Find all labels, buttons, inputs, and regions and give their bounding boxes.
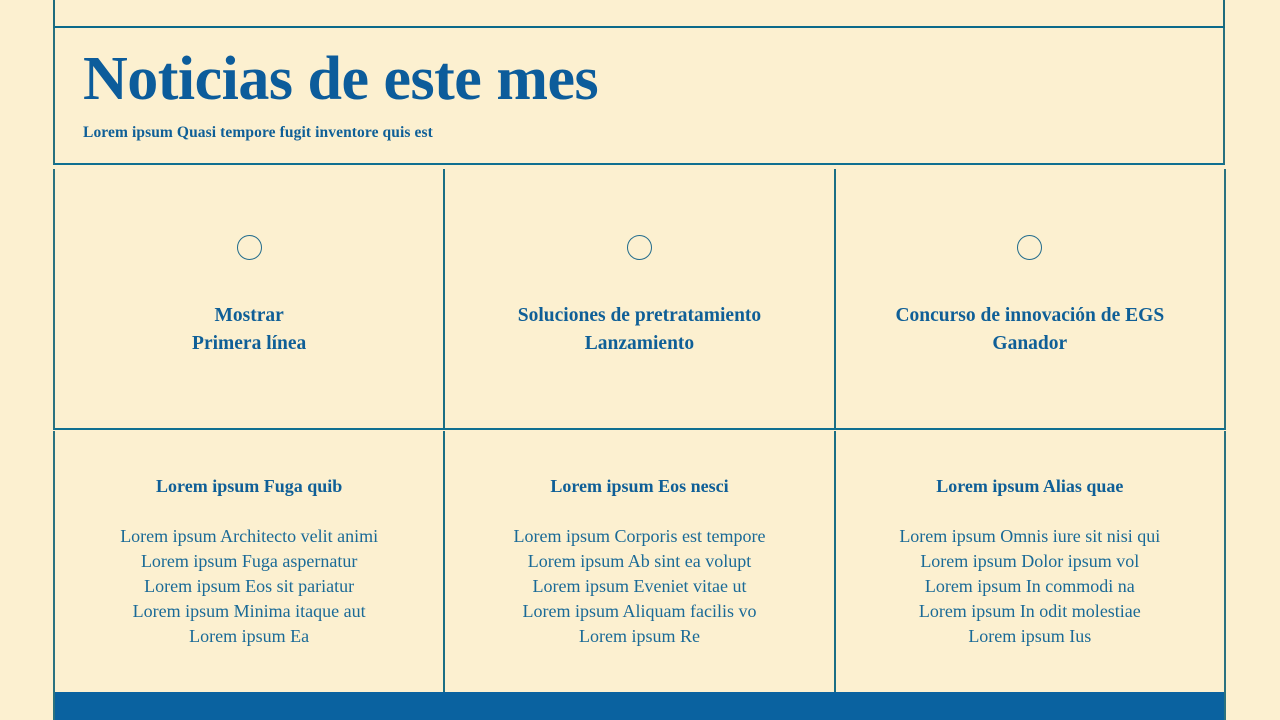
column-body: Lorem ipsum Omnis iure sit nisi qui Lore… [899, 525, 1161, 647]
footer-bar [53, 692, 1226, 720]
circle-icon [1017, 235, 1043, 260]
page-subtitle: Lorem ipsum Quasi tempore fugit inventor… [83, 124, 433, 141]
feature-cards-row: Mostrar Primera línea Soluciones de pret… [53, 169, 1226, 430]
column-body: Lorem ipsum Corporis est tempore Lorem i… [513, 525, 766, 647]
page-title: Noticias de este mes [83, 45, 599, 113]
column-heading: Lorem ipsum Alias quae [936, 476, 1124, 496]
text-column-1: Lorem ipsum Fuga quib Lorem ipsum Archit… [55, 431, 443, 692]
column-body: Lorem ipsum Architecto velit animi Lorem… [120, 525, 379, 647]
circle-icon [626, 235, 652, 260]
column-heading: Lorem ipsum Eos nesci [550, 476, 729, 496]
feature-card-3[interactable]: Concurso de innovación de EGS Ganador [833, 169, 1224, 428]
feature-card-title: Concurso de innovación de EGS Ganador [895, 305, 1165, 354]
previous-section-strip [53, 0, 1225, 28]
circle-icon [236, 235, 262, 260]
text-columns-row: Lorem ipsum Fuga quib Lorem ipsum Archit… [53, 431, 1226, 692]
column-heading: Lorem ipsum Fuga quib [156, 476, 343, 496]
feature-card-1[interactable]: Mostrar Primera línea [55, 169, 443, 428]
newsletter-header: Noticias de este mes Lorem ipsum Quasi t… [53, 28, 1225, 165]
text-column-2: Lorem ipsum Eos nesci Lorem ipsum Corpor… [443, 431, 833, 692]
feature-card-title: Mostrar Primera línea [192, 305, 307, 354]
feature-card-title: Soluciones de pretratamiento Lanzamiento [517, 305, 762, 354]
text-column-3: Lorem ipsum Alias quae Lorem ipsum Omnis… [833, 431, 1224, 692]
feature-card-2[interactable]: Soluciones de pretratamiento Lanzamiento [443, 169, 833, 428]
